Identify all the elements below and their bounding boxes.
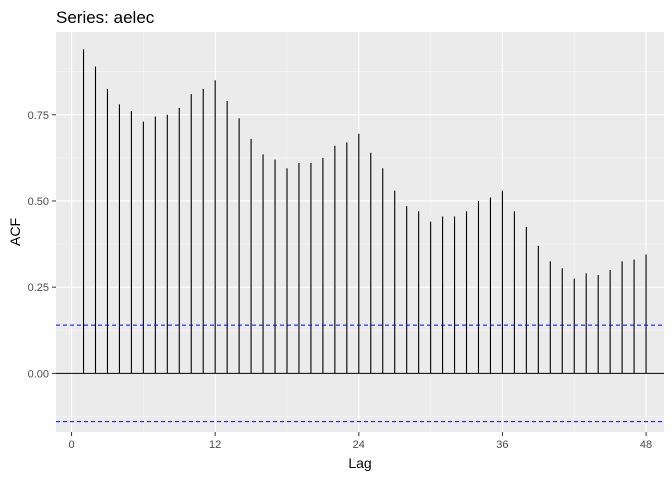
minor-gridlines — [56, 32, 664, 432]
y-tick-label: 0.75 — [28, 110, 49, 122]
plot-panel — [56, 32, 664, 432]
x-tick-label: 12 — [209, 439, 221, 451]
y-tick-label: 0.50 — [28, 196, 49, 208]
chart-title: Series: aelec — [56, 8, 155, 27]
x-axis: 0 12 24 36 48 — [68, 432, 652, 451]
x-axis-title: Lag — [348, 455, 371, 471]
confidence-lines — [56, 324, 664, 423]
y-axis: 0.00 0.25 0.50 0.75 — [28, 110, 56, 380]
acf-bars — [56, 49, 664, 374]
y-axis-title: ACF — [7, 218, 23, 246]
y-tick-label: 0.00 — [28, 368, 49, 380]
x-tick-label: 24 — [353, 439, 365, 451]
x-tick-label: 48 — [640, 439, 652, 451]
y-tick-label: 0.25 — [28, 282, 49, 294]
x-tick-label: 36 — [496, 439, 508, 451]
x-tick-label: 0 — [68, 439, 74, 451]
